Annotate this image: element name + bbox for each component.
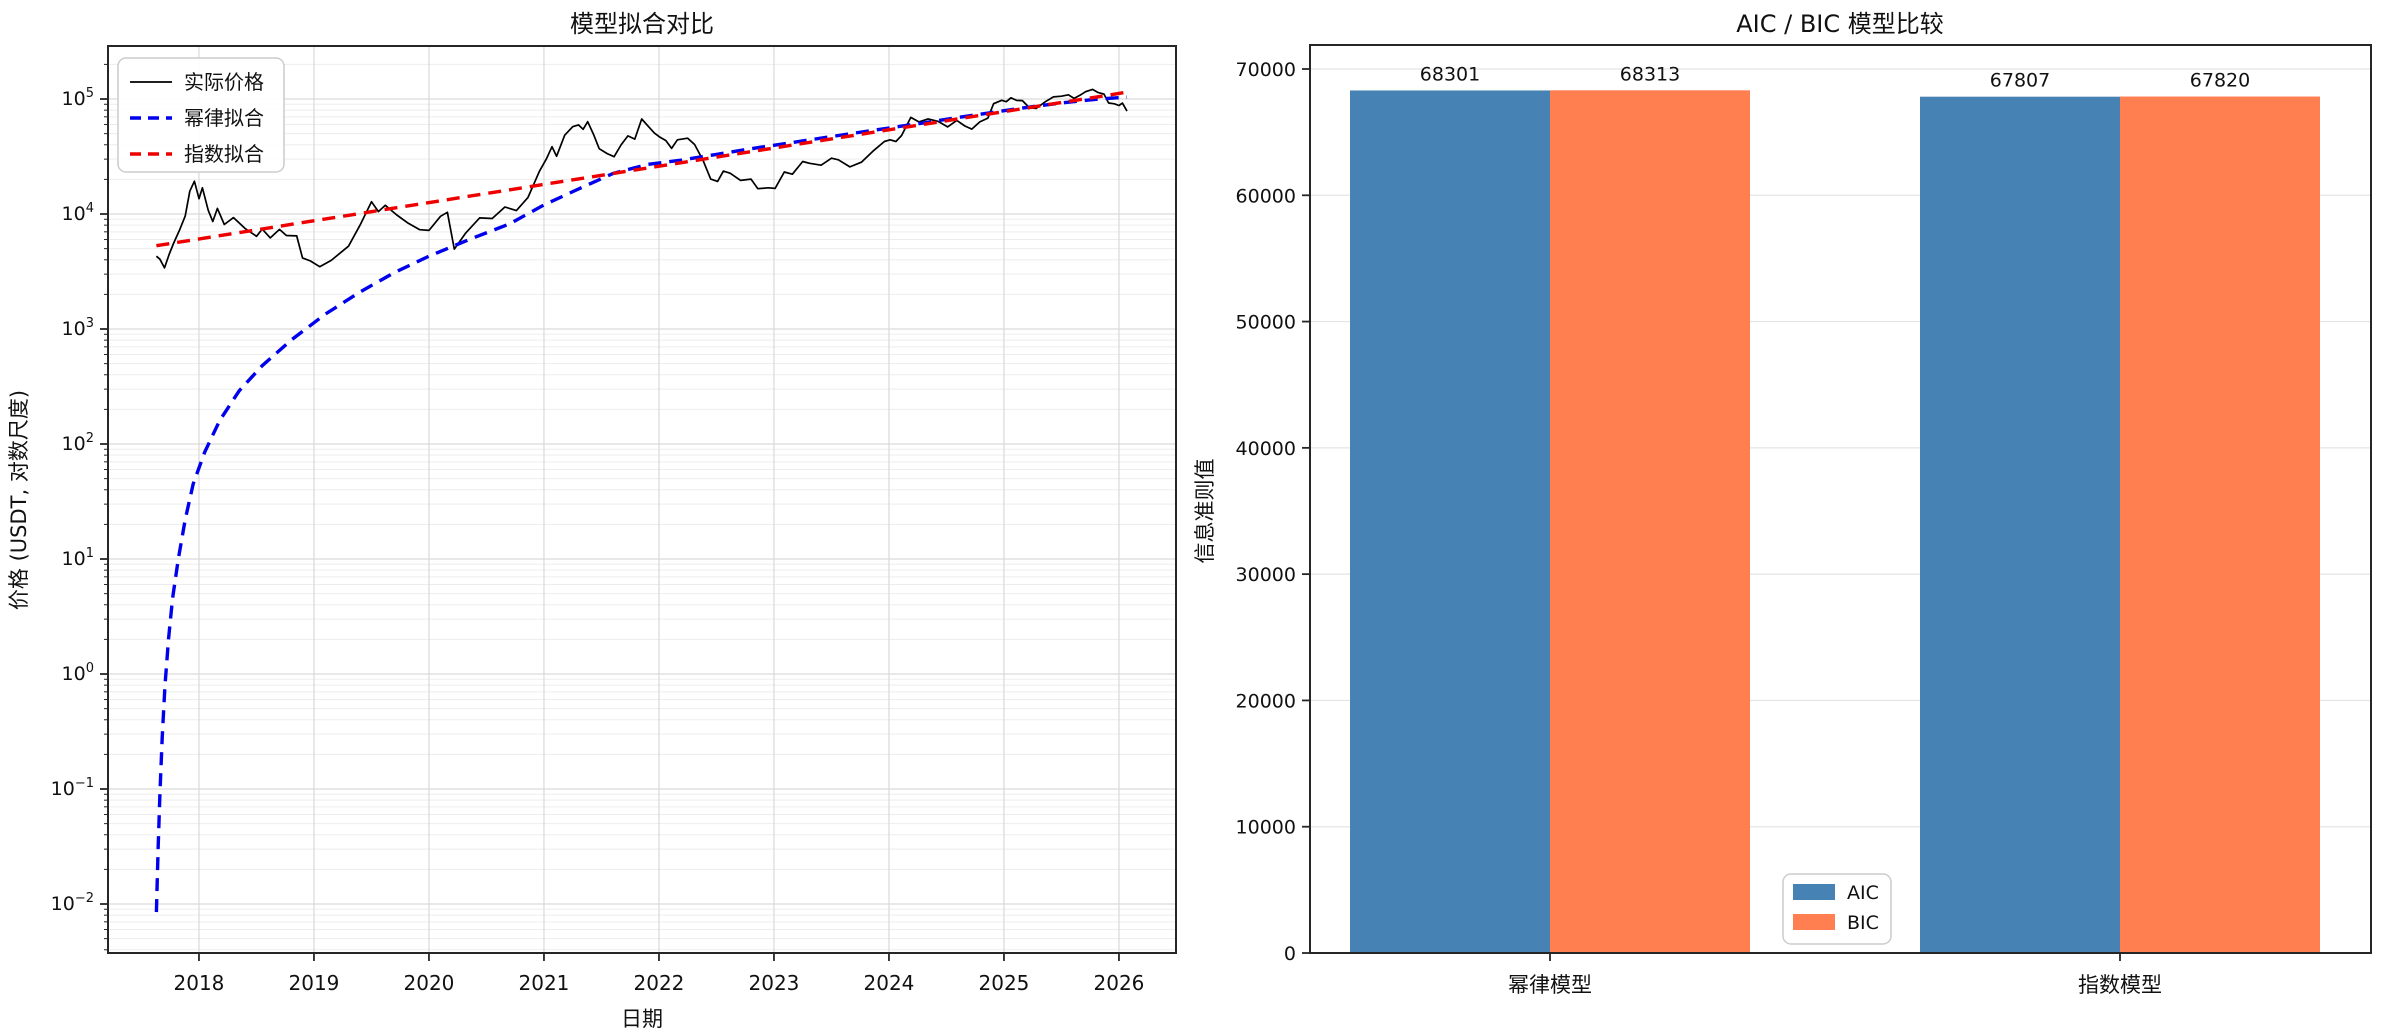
right-bars: 68301 68313 67807 67820 [1350,63,2320,954]
legend-swatch [1793,914,1835,930]
x-tick-label: 2025 [979,971,1030,995]
bar-bic-0 [1550,90,1750,954]
x-tick-label: 2018 [174,971,225,995]
right-chart-aic-bic: 68301 68313 67807 67820 0 10000 20000 30000 400… [1193,10,2372,997]
x-tick-label: 2019 [289,971,340,995]
series-exponential-fit-line [156,89,1131,248]
y-tick-label: 70000 [1236,59,1296,81]
left-grid [108,46,1176,953]
left-ticks [100,63,1120,961]
y-tick-label: 0 [1284,943,1296,965]
y-tick-label: 60000 [1236,185,1296,207]
legend-label: BIC [1847,912,1879,934]
y-tick-label: 10−1 [51,776,94,800]
y-tick-label: 104 [62,201,94,225]
y-tick-label: 102 [62,431,94,455]
left-chart-model-fit: 2018 2019 2020 2021 2022 2023 2024 2025 2026 105 1… [7,10,1177,1031]
right-yaxis-label: 信息准则值 [1193,459,1217,564]
right-ticks [1302,68,2121,961]
y-tick-label: 101 [62,546,94,570]
bar-value-label: 68301 [1420,63,1480,85]
bar-aic-0 [1350,90,1550,954]
bar-value-label: 68313 [1620,63,1680,85]
x-tick-label: 2026 [1094,971,1145,995]
bar-bic-1 [2120,96,2320,954]
x-tick-label: 2021 [519,971,570,995]
bar-value-label: 67820 [2190,70,2250,92]
legend-label: AIC [1847,882,1879,904]
right-tick-labels: 0 10000 20000 30000 40000 50000 60000 70000 幂律模型… [1236,59,2162,997]
x-tick-label: 2022 [634,971,685,995]
y-tick-label: 10−2 [51,891,94,915]
x-category-label: 幂律模型 [1508,973,1592,997]
legend-label: 幂律拟合 [184,106,264,130]
left-yaxis-label: 价格 (USDT, 对数尺度) [7,390,31,610]
legend-label: 实际价格 [184,70,264,94]
y-tick-label: 50000 [1236,312,1296,334]
series-power-law-fit-line [154,95,1128,913]
right-legend: AIC BIC [1782,873,1892,945]
right-chart-title: AIC / BIC 模型比较 [1736,10,1944,38]
y-tick-label: 100 [62,661,94,685]
left-chart-title: 模型拟合对比 [570,10,714,38]
left-plot-border [107,45,1177,954]
left-tick-labels: 2018 2019 2020 2021 2022 2023 2024 2025 2026 105 1… [51,86,1145,995]
legend-box [117,57,285,173]
legend-label: 指数拟合 [184,142,264,166]
y-tick-label: 20000 [1236,690,1296,712]
x-tick-label: 2023 [749,971,800,995]
y-tick-label: 30000 [1236,564,1296,586]
y-tick-label: 10000 [1236,817,1296,839]
y-tick-label: 40000 [1236,438,1296,460]
x-tick-label: 2024 [864,971,915,995]
x-tick-label: 2020 [404,971,455,995]
left-series [154,88,1131,913]
right-plot-border [1309,44,2372,954]
bar-value-label: 67807 [1990,70,2050,92]
bar-aic-1 [1920,96,2120,953]
y-tick-label: 103 [62,316,94,340]
legend-swatch [1793,884,1835,900]
series-actual-price-line [155,88,1128,269]
y-tick-label: 105 [62,86,94,110]
x-category-label: 指数模型 [2078,973,2162,997]
left-xaxis-label: 日期 [621,1007,663,1031]
